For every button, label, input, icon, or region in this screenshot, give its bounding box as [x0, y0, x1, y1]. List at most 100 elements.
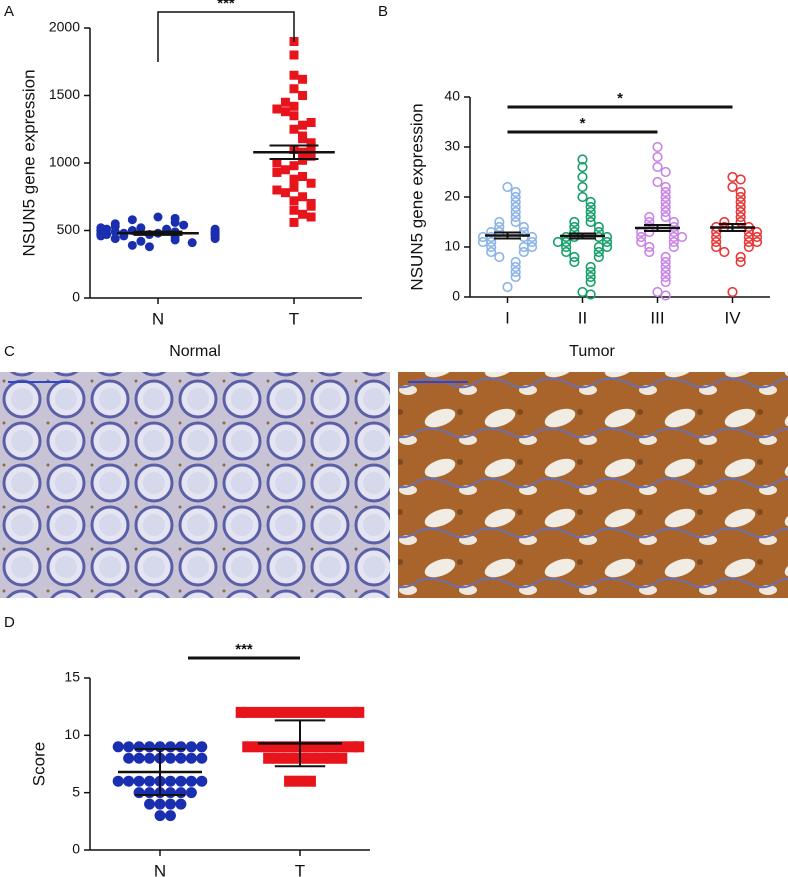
point	[577, 191, 588, 203]
point	[510, 186, 521, 198]
point	[593, 251, 604, 263]
point	[144, 798, 156, 810]
point	[510, 266, 521, 278]
point	[585, 271, 596, 283]
point	[711, 231, 722, 243]
y-tick-label: 20	[444, 188, 460, 204]
point	[289, 84, 299, 94]
point	[652, 286, 663, 298]
point	[502, 281, 513, 293]
point	[727, 171, 738, 183]
point	[123, 741, 135, 753]
point	[127, 240, 137, 250]
point	[510, 196, 521, 208]
significance-label: ***	[235, 641, 253, 658]
point	[289, 205, 299, 215]
point	[577, 171, 588, 183]
point	[652, 141, 663, 153]
y-tick-label: 2000	[49, 19, 80, 35]
x-tick-label: T	[289, 309, 299, 328]
panel-label: B	[378, 3, 388, 20]
point	[196, 775, 208, 787]
point	[315, 741, 327, 753]
point	[110, 234, 120, 244]
point	[96, 226, 106, 235]
point	[577, 154, 588, 165]
point	[660, 181, 671, 193]
point	[252, 741, 264, 753]
point	[175, 741, 187, 753]
point	[510, 261, 521, 273]
image-caption: Normal	[169, 343, 221, 360]
point	[585, 289, 596, 300]
point	[510, 271, 521, 283]
point	[272, 167, 282, 177]
point	[289, 217, 299, 227]
point	[133, 775, 145, 787]
point	[272, 185, 282, 195]
point	[644, 246, 655, 258]
point	[136, 236, 146, 246]
y-axis-title: Score	[29, 742, 48, 786]
y-tick-label: 1000	[49, 154, 80, 170]
point	[284, 775, 296, 787]
y-tick-label: 500	[57, 221, 81, 237]
point	[175, 798, 187, 810]
point	[170, 213, 180, 223]
significance-label: *	[580, 115, 586, 132]
point	[210, 227, 220, 237]
point	[510, 216, 521, 228]
x-tick-label: III	[650, 308, 664, 327]
point	[112, 741, 124, 753]
point	[136, 223, 146, 233]
y-tick-label: 5	[72, 783, 80, 799]
x-tick-label: N	[154, 861, 166, 877]
point	[577, 286, 588, 298]
point	[735, 174, 746, 185]
point	[304, 752, 316, 764]
point	[325, 706, 337, 718]
point	[735, 191, 746, 203]
panel-label: C	[4, 343, 15, 360]
point	[668, 236, 679, 248]
point	[601, 236, 613, 248]
point	[185, 787, 197, 799]
point	[585, 211, 596, 223]
y-tick-label: 0	[452, 288, 460, 304]
y-tick-label: 10	[444, 238, 460, 254]
point	[660, 201, 671, 213]
point	[164, 752, 176, 764]
x-tick-label: II	[578, 308, 587, 327]
point	[569, 221, 580, 233]
point	[164, 775, 176, 787]
point	[494, 221, 505, 233]
point	[502, 181, 513, 193]
point	[735, 186, 746, 198]
point	[273, 706, 285, 718]
point	[577, 161, 588, 173]
point	[196, 752, 208, 764]
point	[273, 741, 285, 753]
point	[552, 236, 564, 248]
point	[153, 212, 163, 222]
point	[306, 212, 316, 222]
point	[170, 235, 180, 245]
point	[144, 775, 156, 787]
point	[298, 120, 308, 130]
point	[289, 161, 299, 171]
point	[494, 251, 505, 263]
point	[660, 166, 671, 178]
point	[315, 706, 327, 718]
point	[353, 706, 365, 718]
point	[660, 186, 671, 198]
point	[652, 176, 663, 188]
point	[644, 241, 655, 253]
point	[144, 787, 156, 799]
point	[306, 178, 316, 188]
point	[585, 201, 596, 213]
point	[272, 158, 282, 168]
point	[743, 241, 754, 253]
point	[518, 246, 529, 258]
point	[242, 741, 254, 753]
